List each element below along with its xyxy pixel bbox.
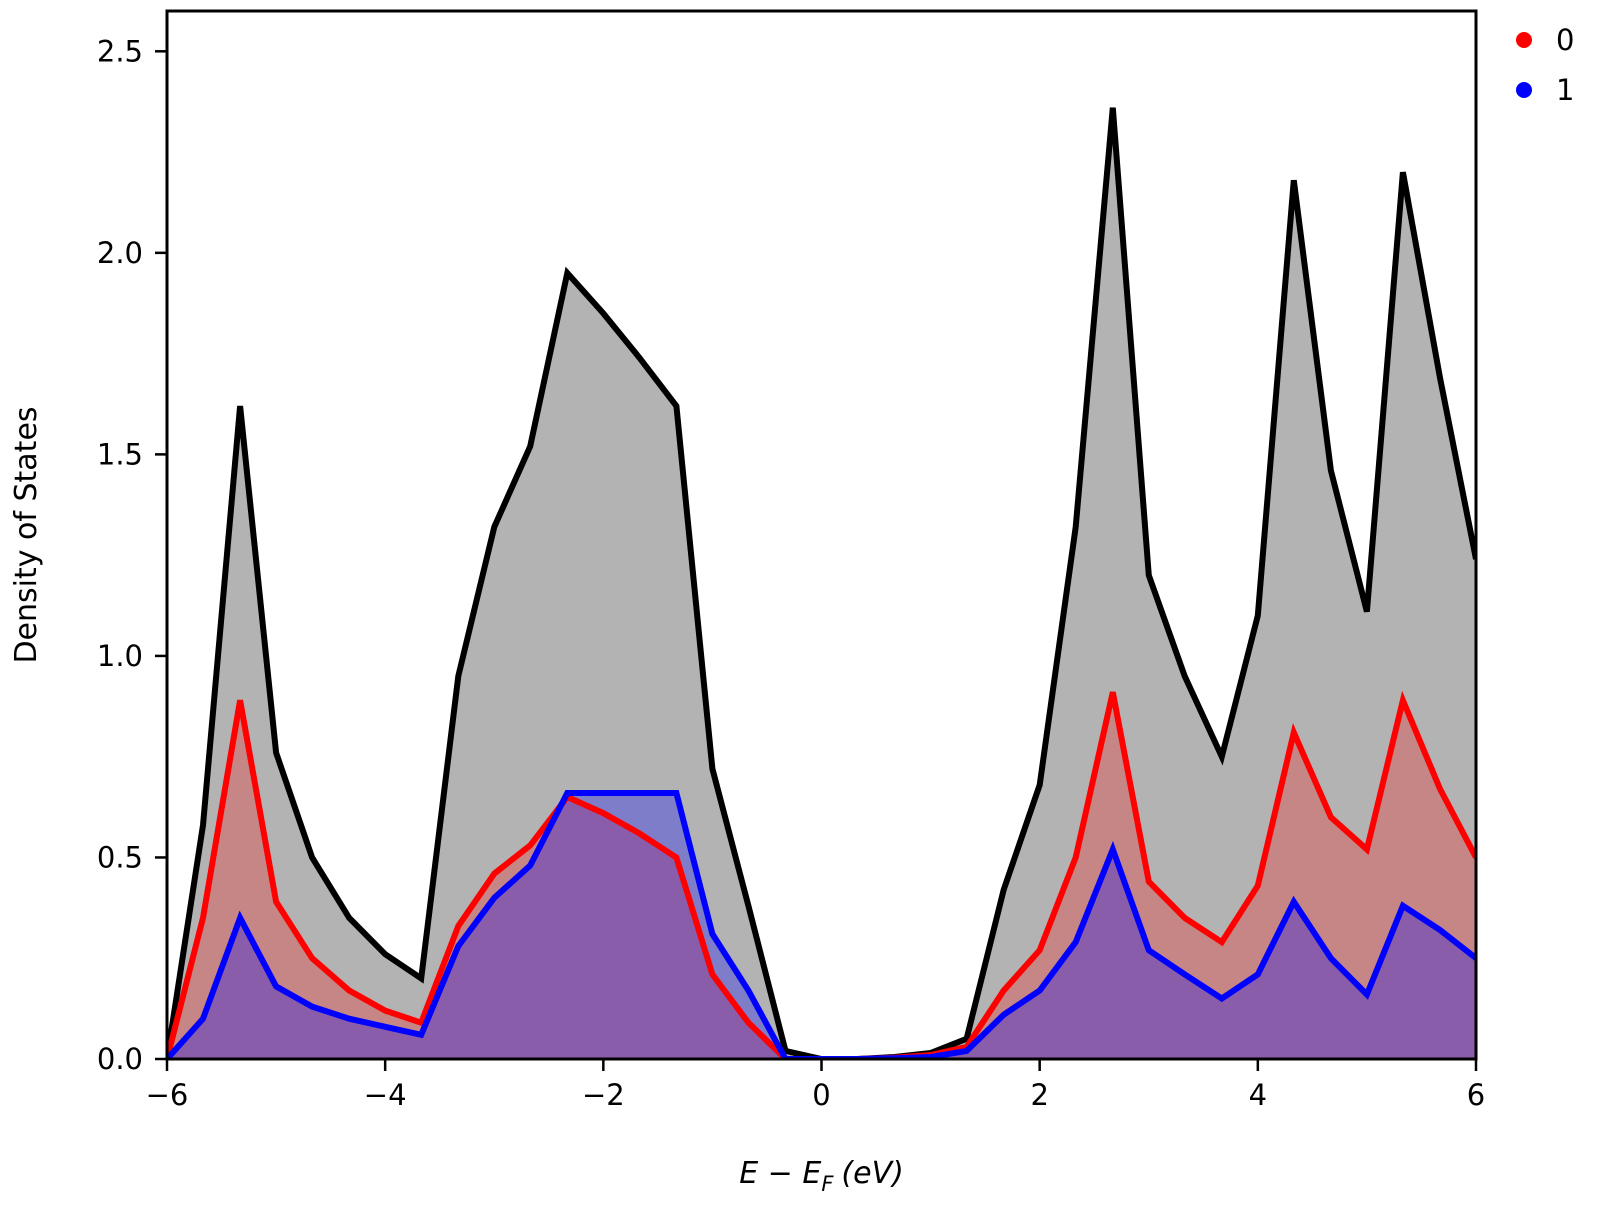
y-tick-label: 1.0 (97, 639, 143, 673)
y-axis-label: Density of States (9, 406, 44, 663)
x-tick-label: −2 (582, 1078, 625, 1112)
area-fill-0 (167, 692, 1476, 1059)
legend-label-1: 1 (1556, 73, 1574, 107)
x-axis-label-unit: (eV) (841, 1156, 903, 1191)
x-axis-label-main: E − E (739, 1156, 821, 1191)
area-fill-1 (167, 793, 1476, 1059)
series-line-total (167, 107, 1476, 1059)
y-axis-ticks: 0.0 0.5 1.0 1.5 2.0 2.5 (97, 34, 167, 1076)
area-fill-total (167, 107, 1476, 1059)
x-tick-label: 0 (812, 1078, 830, 1112)
x-tick-label: −6 (146, 1078, 189, 1112)
x-tick-label: 4 (1249, 1078, 1267, 1112)
y-tick-label: 0.5 (97, 840, 143, 874)
y-tick-label: 0.0 (97, 1042, 143, 1076)
x-axis-label-subscript: F (821, 1172, 834, 1196)
x-axis-label: E − EF (eV) (739, 1156, 904, 1196)
x-axis-ticks: −6 −4 −2 0 2 4 6 (146, 1059, 1485, 1112)
y-tick-label: 2.0 (97, 236, 143, 270)
legend-marker-0 (1516, 32, 1532, 48)
legend: 01 (1516, 23, 1574, 107)
series-line-0 (167, 690, 1476, 1059)
series-line-1 (167, 790, 1476, 1059)
y-tick-label: 2.5 (97, 34, 143, 68)
legend-label-0: 0 (1556, 23, 1574, 57)
x-tick-label: 2 (1030, 1078, 1048, 1112)
x-tick-label: 6 (1467, 1078, 1485, 1112)
x-tick-label: −4 (364, 1078, 407, 1112)
y-tick-label: 1.5 (97, 437, 143, 471)
area-fills (167, 107, 1476, 1059)
series-lines (167, 107, 1476, 1059)
legend-marker-1 (1516, 82, 1532, 98)
